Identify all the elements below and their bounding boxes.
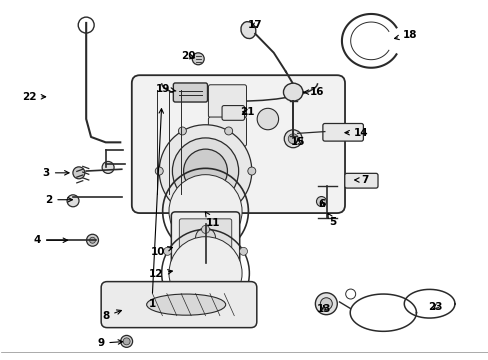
Circle shape — [89, 237, 95, 243]
Circle shape — [316, 197, 326, 207]
Circle shape — [123, 338, 130, 345]
Circle shape — [178, 127, 186, 135]
Circle shape — [163, 291, 171, 299]
Text: 19: 19 — [156, 84, 176, 94]
Circle shape — [192, 53, 204, 65]
Text: 11: 11 — [205, 212, 220, 228]
Circle shape — [159, 125, 251, 217]
Circle shape — [86, 234, 98, 246]
Ellipse shape — [241, 22, 255, 39]
Text: 4: 4 — [34, 235, 67, 245]
Text: 2: 2 — [45, 195, 72, 205]
Text: 22: 22 — [22, 92, 45, 102]
FancyBboxPatch shape — [101, 282, 256, 328]
Text: 14: 14 — [344, 128, 368, 138]
Circle shape — [239, 247, 247, 255]
FancyBboxPatch shape — [132, 75, 345, 213]
Circle shape — [73, 167, 85, 179]
Text: 15: 15 — [290, 138, 305, 147]
Text: 8: 8 — [102, 310, 121, 321]
Circle shape — [287, 134, 298, 144]
FancyBboxPatch shape — [179, 219, 231, 261]
FancyBboxPatch shape — [173, 83, 207, 102]
Circle shape — [121, 336, 132, 347]
Text: 5: 5 — [327, 213, 336, 227]
Text: 1: 1 — [148, 109, 163, 309]
Text: 13: 13 — [316, 304, 330, 314]
Ellipse shape — [283, 83, 303, 101]
Circle shape — [224, 127, 232, 135]
Text: 7: 7 — [354, 175, 368, 185]
Circle shape — [284, 130, 302, 148]
Circle shape — [201, 313, 209, 321]
Ellipse shape — [146, 294, 225, 315]
FancyBboxPatch shape — [208, 117, 246, 146]
FancyBboxPatch shape — [322, 123, 363, 141]
Text: 6: 6 — [318, 199, 325, 210]
Text: 18: 18 — [394, 30, 417, 40]
Circle shape — [195, 228, 215, 248]
Circle shape — [224, 207, 232, 215]
FancyBboxPatch shape — [222, 105, 244, 120]
Circle shape — [320, 298, 332, 310]
Circle shape — [239, 291, 247, 299]
Circle shape — [201, 225, 209, 233]
Text: 23: 23 — [427, 302, 442, 312]
Circle shape — [247, 167, 255, 175]
Circle shape — [178, 207, 186, 215]
Circle shape — [183, 149, 227, 193]
Circle shape — [169, 175, 242, 248]
Circle shape — [172, 138, 238, 204]
Text: 3: 3 — [42, 168, 69, 178]
Circle shape — [163, 247, 171, 255]
Circle shape — [67, 195, 79, 207]
Text: 16: 16 — [303, 87, 323, 97]
Text: 17: 17 — [247, 20, 262, 30]
Text: 12: 12 — [148, 269, 172, 279]
FancyBboxPatch shape — [208, 85, 246, 117]
Circle shape — [102, 162, 114, 174]
FancyBboxPatch shape — [171, 212, 239, 275]
Circle shape — [169, 237, 242, 310]
Text: 20: 20 — [181, 51, 195, 61]
Text: 10: 10 — [150, 247, 172, 257]
FancyBboxPatch shape — [344, 174, 377, 188]
Circle shape — [257, 108, 278, 130]
Circle shape — [315, 293, 337, 315]
Text: 9: 9 — [97, 338, 122, 348]
Text: 21: 21 — [239, 107, 254, 117]
Circle shape — [155, 167, 163, 175]
